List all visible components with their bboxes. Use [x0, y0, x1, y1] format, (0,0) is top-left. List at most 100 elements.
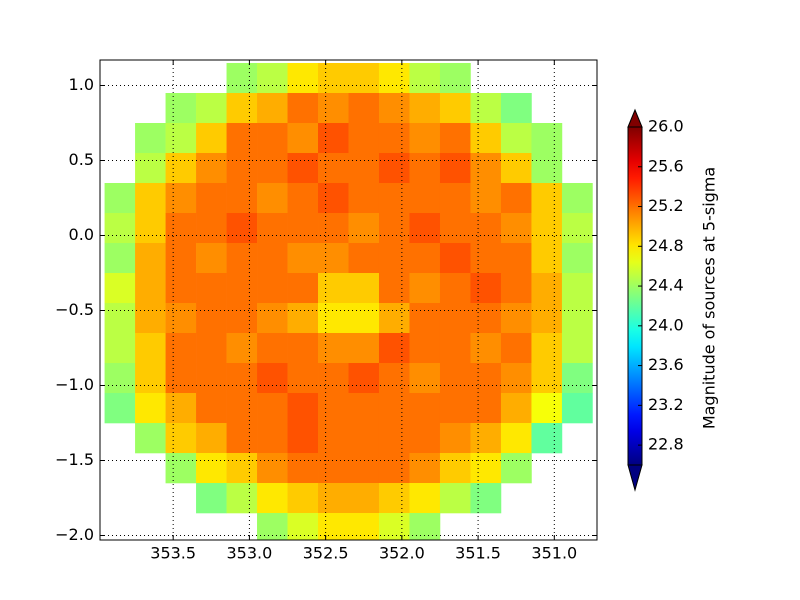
- cell: [409, 513, 441, 540]
- cell: [135, 243, 166, 274]
- cell: [196, 153, 227, 184]
- cell: [135, 363, 166, 394]
- cell: [409, 123, 441, 154]
- cell: [257, 243, 288, 274]
- cell: [165, 393, 197, 424]
- cell: [561, 363, 593, 394]
- cell: [531, 273, 563, 304]
- cell: [196, 213, 227, 244]
- cell: [500, 333, 532, 364]
- cell: [409, 423, 441, 454]
- cell: [318, 63, 349, 94]
- cell: [196, 123, 227, 154]
- cell: [470, 333, 502, 364]
- cell: [226, 393, 258, 424]
- x-tick-label: 351.0: [531, 544, 577, 563]
- cell: [165, 423, 197, 454]
- cell: [470, 93, 502, 124]
- cell: [561, 303, 593, 334]
- colorbar-tick-label: 23.6: [648, 355, 684, 374]
- cell: [257, 513, 288, 540]
- cell: [257, 483, 288, 514]
- cell: [257, 363, 288, 394]
- cell: [104, 303, 136, 334]
- cell: [500, 93, 532, 124]
- cell: [409, 483, 441, 514]
- cell: [318, 273, 349, 304]
- cell: [378, 363, 410, 394]
- cell: [348, 213, 380, 244]
- cell: [287, 273, 319, 304]
- cell: [318, 333, 349, 364]
- cell: [257, 393, 288, 424]
- x-tick-label: 351.5: [455, 544, 501, 563]
- cell: [439, 363, 471, 394]
- cell: [500, 303, 532, 334]
- cell: [135, 183, 166, 214]
- y-tick-label: −2.0: [55, 525, 94, 544]
- cell: [318, 423, 349, 454]
- cell: [500, 453, 532, 484]
- cell: [287, 123, 319, 154]
- cell: [531, 123, 563, 154]
- cell: [378, 213, 410, 244]
- cell: [287, 483, 319, 514]
- cell: [348, 303, 380, 334]
- cell: [378, 453, 410, 484]
- cell: [226, 123, 258, 154]
- cell: [165, 183, 197, 214]
- cell: [135, 273, 166, 304]
- cell: [287, 423, 319, 454]
- cell: [257, 63, 288, 94]
- cell: [104, 273, 136, 304]
- cell: [470, 393, 502, 424]
- cell: [378, 333, 410, 364]
- x-tick-label: 352.5: [303, 544, 349, 563]
- cell: [196, 93, 227, 124]
- cell: [348, 93, 380, 124]
- x-tick-label: 353.5: [150, 544, 196, 563]
- cell: [470, 183, 502, 214]
- cell: [196, 423, 227, 454]
- colorbar-tick-label: 24.4: [648, 276, 684, 295]
- cell: [378, 183, 410, 214]
- cell: [409, 273, 441, 304]
- cell: [500, 123, 532, 154]
- cell: [409, 393, 441, 424]
- cell: [439, 213, 471, 244]
- cell: [378, 393, 410, 424]
- cell: [135, 303, 166, 334]
- cell: [135, 213, 166, 244]
- cell: [531, 213, 563, 244]
- cell: [165, 363, 197, 394]
- cell: [226, 183, 258, 214]
- cell: [470, 153, 502, 184]
- cell: [348, 333, 380, 364]
- y-tick-label: 0.5: [69, 150, 94, 169]
- colorbar-extend-top: [627, 108, 643, 128]
- cell: [287, 303, 319, 334]
- cell: [287, 453, 319, 484]
- cell: [257, 213, 288, 244]
- cell: [470, 453, 502, 484]
- cell: [348, 483, 380, 514]
- cell: [287, 363, 319, 394]
- plot-frame: [99, 59, 598, 541]
- cell: [135, 153, 166, 184]
- cell: [318, 213, 349, 244]
- cell: [470, 363, 502, 394]
- cell: [196, 273, 227, 304]
- cell: [104, 363, 136, 394]
- cell: [348, 363, 380, 394]
- cell: [287, 513, 319, 540]
- cell: [378, 273, 410, 304]
- cell: [348, 153, 380, 184]
- cell: [439, 303, 471, 334]
- cell: [348, 393, 380, 424]
- cell: [226, 213, 258, 244]
- cell: [196, 303, 227, 334]
- cell: [196, 183, 227, 214]
- y-tick-label: −1.0: [55, 375, 94, 394]
- cell: [287, 243, 319, 274]
